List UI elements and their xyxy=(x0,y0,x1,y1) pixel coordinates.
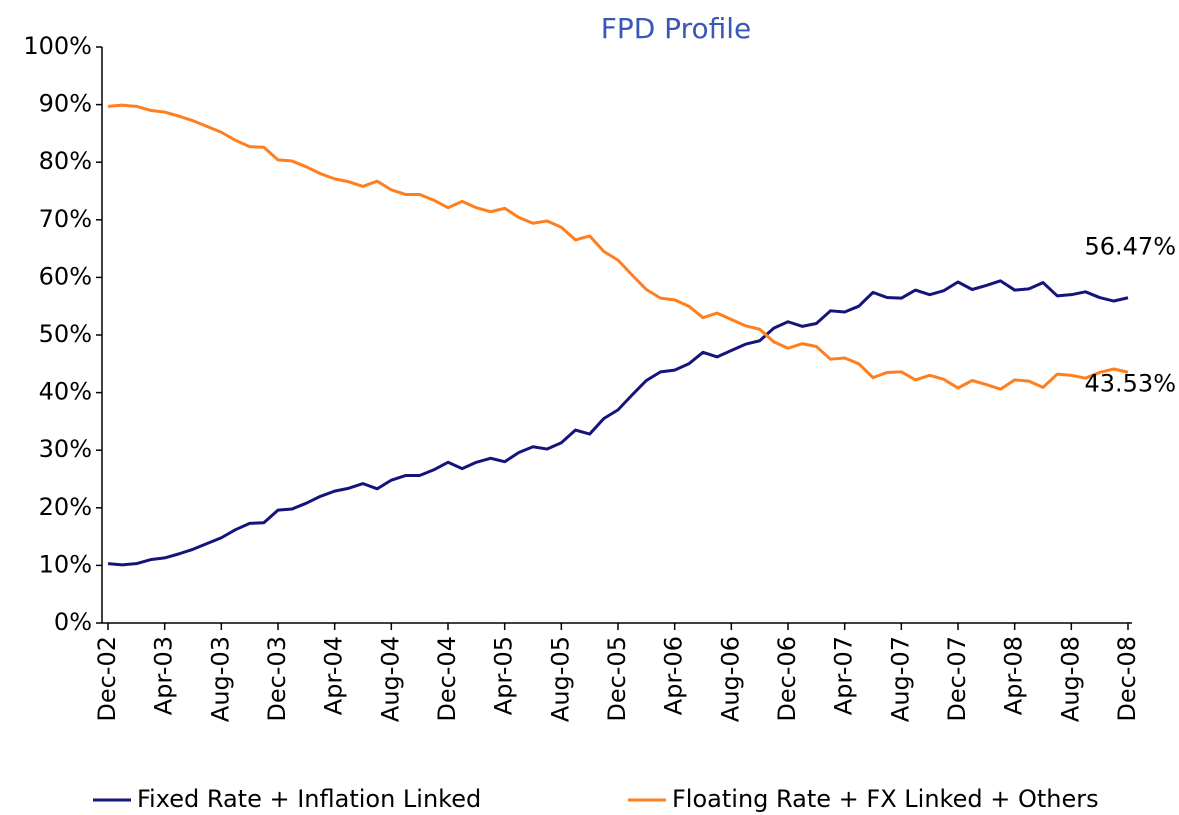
x-tick-label: Aug-03 xyxy=(206,636,234,722)
x-tick-label: Aug-06 xyxy=(716,636,744,722)
x-tick-label: Aug-04 xyxy=(376,636,404,722)
x-tick-label: Apr-06 xyxy=(660,636,688,715)
chart-title: FPD Profile xyxy=(601,12,752,45)
data-label: 56.47% xyxy=(1084,233,1176,261)
y-tick-label: 90% xyxy=(39,90,92,118)
x-tick-label: Dec-04 xyxy=(433,636,461,722)
legend-label: Floating Rate + FX Linked + Others xyxy=(672,785,1099,813)
data-label: 43.53% xyxy=(1084,369,1176,397)
legend-label: Fixed Rate + Inflation Linked xyxy=(137,785,481,813)
y-tick-label: 30% xyxy=(39,435,92,463)
y-tick-label: 100% xyxy=(23,32,92,60)
x-tick-label: Apr-08 xyxy=(1000,636,1028,715)
x-tick-label: Aug-07 xyxy=(886,636,914,722)
y-tick-label: 10% xyxy=(39,550,92,578)
x-tick-label: Aug-08 xyxy=(1056,636,1084,722)
x-tick-label: Apr-03 xyxy=(150,636,178,715)
y-tick-label: 0% xyxy=(54,608,92,636)
series-line xyxy=(107,103,1129,391)
y-tick-label: 20% xyxy=(39,493,92,521)
y-tick-label: 60% xyxy=(39,262,92,290)
x-tick-label: Apr-04 xyxy=(320,636,348,715)
y-tick-label: 40% xyxy=(39,378,92,406)
y-tick-label: 70% xyxy=(39,205,92,233)
x-tick-label: Dec-03 xyxy=(263,636,291,722)
x-tick-label: Dec-02 xyxy=(93,636,121,722)
x-tick-label: Dec-07 xyxy=(943,636,971,722)
y-tick-label: 50% xyxy=(39,320,92,348)
x-tick-label: Aug-05 xyxy=(546,636,574,722)
x-tick-label: Dec-05 xyxy=(603,636,631,722)
y-tick-label: 80% xyxy=(39,147,92,175)
x-tick-label: Apr-07 xyxy=(830,636,858,715)
x-tick-label: Dec-06 xyxy=(773,636,801,722)
x-tick-label: Apr-05 xyxy=(490,636,518,715)
x-tick-label: Dec-08 xyxy=(1113,636,1141,722)
series-line xyxy=(107,279,1129,567)
